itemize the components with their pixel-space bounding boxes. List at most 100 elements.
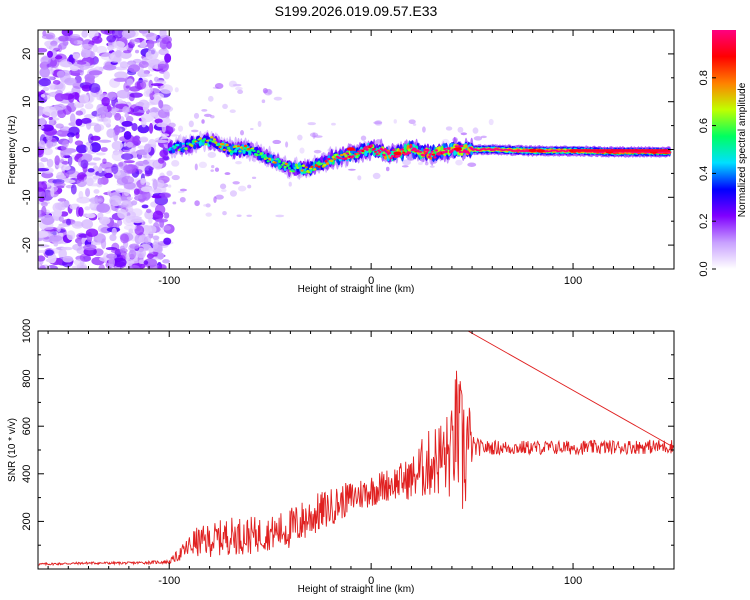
spectrogram-noise-blob	[130, 218, 144, 224]
spectrogram-ridge-cell	[308, 167, 313, 170]
spectrogram-noise-blob	[163, 237, 172, 245]
spectrogram-noise-blob	[114, 71, 128, 79]
spectrogram-noise-blob	[455, 159, 463, 166]
spectrogram-noise-blob	[85, 228, 99, 237]
spectrogram-noise-blob	[128, 249, 137, 259]
spectrogram-noise-blob	[138, 60, 149, 69]
spectrogram-noise-blob	[97, 177, 104, 185]
spectrogram-noise-blob	[40, 157, 49, 163]
spectrogram-ridge-cell	[341, 157, 345, 160]
spectrogram-ridge-cell	[283, 165, 287, 169]
spectrogram-ridge-cell	[208, 139, 212, 142]
spectrogram-noise-blob	[237, 185, 247, 192]
spectrogram-noise-blob	[104, 172, 113, 179]
spectrogram-ridge-cell	[266, 160, 270, 163]
spectrogram-ridge-cell	[402, 151, 406, 154]
spectrogram-noise-blob	[188, 120, 194, 128]
spectrogram-y-axis-label: Frequency (Hz)	[7, 116, 18, 185]
spectrogram-ridge-cell	[457, 145, 461, 148]
spectrogram-noise-blob	[113, 41, 125, 49]
spectrogram-noise-blob	[159, 84, 173, 94]
spectrogram-noise-blob	[120, 233, 129, 244]
spectrogram-noise-blob	[100, 147, 108, 152]
spectrogram-ridge-cell	[181, 142, 185, 145]
spectrogram-noise-blob	[93, 189, 100, 194]
spectrogram-noise-blob	[159, 30, 167, 39]
spectrogram-ridge-cell	[317, 165, 321, 168]
spectrogram-ridge-cell	[249, 148, 253, 152]
spectrogram-noise-blob	[106, 253, 118, 259]
spectrogram-noise-blob	[41, 201, 48, 207]
spectrogram-noise-blob	[155, 139, 169, 143]
colorbar-tick-label: 0.0	[698, 261, 710, 276]
spectrogram-ridge-cell	[286, 164, 290, 167]
spectrogram-noise-blob	[151, 195, 162, 199]
spectrogram-ridge-cell	[447, 147, 451, 150]
spectrogram-noise-blob	[66, 230, 76, 241]
spectrogram-y-tick-label: -10	[21, 189, 33, 205]
spectrogram-ridge-cell	[180, 148, 184, 151]
spectrogram-noise-blob	[224, 172, 231, 175]
spectrogram-noise-blob	[194, 163, 198, 171]
spectrogram-noise-blob	[98, 263, 105, 269]
spectrogram-ridge-cell	[174, 147, 178, 152]
spectrogram-ridge-cell	[301, 164, 306, 168]
spectrogram-noise-blob	[148, 217, 153, 224]
spectrogram-noise-blob	[126, 78, 134, 86]
spectrogram-ridge-cell	[364, 146, 368, 149]
spectrogram-noise-blob	[81, 84, 92, 92]
spectrogram-noise-blob	[146, 101, 156, 106]
spectrogram-noise-blob	[87, 168, 95, 173]
spectrogram-noise-blob	[246, 214, 253, 217]
spectrogram-noise-blob	[81, 43, 94, 49]
spectrogram-ridge-cell	[217, 142, 221, 146]
spectrogram-noise-blob	[71, 220, 84, 229]
snr-x-axis-label: Height of straight line (km)	[298, 584, 415, 595]
spectrogram-x-tick-label: 0	[368, 275, 374, 287]
spectrogram-ridge-cell	[332, 158, 337, 160]
spectrogram-noise-blob	[106, 35, 117, 43]
spectrogram-noise-blob	[40, 55, 52, 65]
spectrogram-ridge-cell	[424, 151, 429, 154]
spectrogram-noise-blob	[115, 188, 125, 193]
spectrogram-noise-blob	[457, 126, 464, 133]
spectrogram-noise-blob	[84, 102, 94, 110]
spectrogram-noise-blob	[194, 200, 200, 207]
spectrogram-noise-blob	[123, 182, 136, 190]
snr-x-tick-label: 0	[368, 575, 374, 587]
spectrogram-noise-blob	[42, 86, 50, 92]
spectrogram-ridge-cell	[433, 156, 437, 159]
spectrogram-noise-blob	[109, 195, 122, 207]
spectrogram-noise-blob	[38, 105, 45, 116]
spectrogram-ridge-cell	[211, 140, 215, 143]
spectrogram-ridge-cell	[323, 163, 327, 167]
spectrogram-ridge-cell	[373, 150, 378, 153]
spectrogram-ridge-cell	[236, 145, 241, 148]
spectrogram-noise-blob	[162, 225, 172, 231]
spectrogram-ridge-cell	[422, 154, 426, 157]
spectrogram-noise-blob	[235, 161, 242, 165]
spectrogram-ridge-peak	[453, 147, 462, 151]
spectrogram-noise-blob	[48, 234, 63, 242]
spectrogram-noise-blob	[273, 96, 283, 101]
spectrogram-ridge-cell	[429, 152, 433, 156]
spectrogram-noise-blob	[102, 64, 117, 71]
spectrogram-noise-blob	[261, 99, 266, 104]
spectrogram-noise-blob	[76, 196, 91, 204]
spectrogram-noise-blob	[75, 206, 81, 218]
spectrogram-noise-blob	[385, 166, 390, 172]
spectrogram-noise-blob	[64, 77, 77, 86]
spectrogram-noise-blob	[164, 53, 172, 63]
spectrogram-noise-blob	[91, 242, 103, 246]
spectrogram-ridge-cell	[434, 149, 438, 152]
spectrogram-noise-blob	[40, 93, 46, 98]
spectrogram-noise-blob	[63, 165, 71, 171]
spectrogram-noise-blob	[150, 144, 157, 148]
colorbar-tick-label: 0.4	[698, 166, 710, 181]
spectrogram-noise-blob	[177, 190, 185, 194]
spectrogram-noise-blob	[412, 123, 417, 126]
spectrogram-noise-blob	[237, 89, 244, 94]
spectrogram-noise-blob	[52, 202, 63, 213]
